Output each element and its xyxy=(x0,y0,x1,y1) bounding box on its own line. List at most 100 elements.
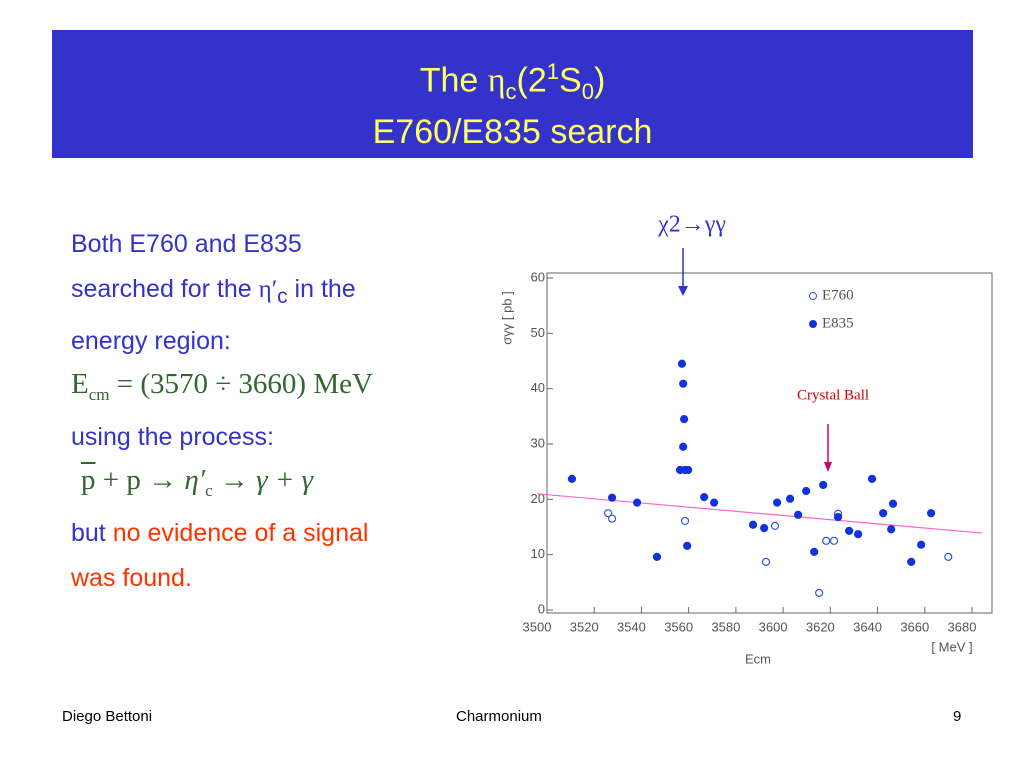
data-point xyxy=(815,588,824,597)
data-point xyxy=(748,520,758,529)
data-point xyxy=(761,557,771,566)
formula-part: + p → xyxy=(95,463,185,496)
data-point xyxy=(917,540,926,549)
sub: c xyxy=(277,285,288,308)
data-point xyxy=(773,498,782,507)
footer-topic: Charmonium xyxy=(456,708,542,725)
legend-marker xyxy=(809,292,817,300)
data-point xyxy=(854,530,863,539)
data-point xyxy=(679,415,689,424)
data-point xyxy=(679,379,688,388)
data-point xyxy=(845,526,854,535)
x-tick-label: 3600 xyxy=(759,619,788,634)
title-bar: The ηc(21S0) E760/E835 search xyxy=(52,30,973,158)
data-point xyxy=(867,474,877,483)
text-line: searched for the η′c in the xyxy=(71,267,373,319)
data-point xyxy=(680,516,690,526)
data-point xyxy=(907,557,916,566)
footer-author: Diego Bettoni xyxy=(62,708,153,725)
formula-part: = (3570 ÷ 3660) MeV xyxy=(109,368,373,400)
data-point xyxy=(926,509,936,518)
y-tick-label: 10 xyxy=(531,546,545,561)
data-point xyxy=(802,486,811,496)
text-line: Both E760 and E835 xyxy=(71,230,302,258)
data-point xyxy=(607,514,617,523)
footer-page: 9 xyxy=(953,708,962,725)
data-point xyxy=(607,493,617,502)
title-symbol: η xyxy=(487,62,506,100)
title-sup: 1 xyxy=(546,59,560,84)
data-point xyxy=(652,552,662,561)
formula-part: p xyxy=(81,463,96,496)
data-point xyxy=(944,552,953,561)
data-point xyxy=(677,359,687,368)
data-point xyxy=(794,510,803,519)
text-line: using the process: xyxy=(71,422,274,451)
legend-marker xyxy=(809,320,817,328)
data-point xyxy=(633,498,642,507)
title-line: E760/E835 search xyxy=(372,113,653,152)
data-point xyxy=(679,442,688,451)
data-point xyxy=(760,524,769,533)
formula-part: → γ + γ xyxy=(212,463,314,496)
title-text: ) xyxy=(593,61,606,100)
data-point xyxy=(684,465,693,475)
y-tick-label: 20 xyxy=(531,491,545,506)
formula-sub: cm xyxy=(88,384,110,404)
y-tick-label: 30 xyxy=(531,435,545,450)
text: in the xyxy=(287,275,356,303)
fit-line xyxy=(536,493,983,534)
y-axis-label: σγγ [ pb ] xyxy=(499,291,514,345)
data-point xyxy=(829,536,839,545)
data-point xyxy=(786,494,795,503)
title-text: (2 xyxy=(516,61,547,100)
plot-frame xyxy=(546,272,993,614)
x-tick-label: 3660 xyxy=(900,619,929,634)
text-line: but no evidence of a signal xyxy=(71,511,373,556)
formula: p + p → η′c → γ + γ xyxy=(71,460,373,511)
title-text: S xyxy=(559,61,582,100)
data-point xyxy=(567,474,577,483)
data-point xyxy=(887,525,896,534)
data-point xyxy=(822,536,831,545)
annotation: χ2→γγ xyxy=(657,212,726,238)
formula-part: E xyxy=(71,368,89,400)
legend-label: E760 xyxy=(822,287,854,303)
text: but xyxy=(71,518,113,547)
data-point xyxy=(709,498,719,507)
data-point xyxy=(888,499,898,508)
title-sub: c xyxy=(505,79,517,105)
x-tick-label: 3520 xyxy=(570,619,599,634)
y-tick-label: 50 xyxy=(531,325,545,340)
y-tick-label: 60 xyxy=(531,269,545,284)
data-point xyxy=(683,541,692,550)
data-point xyxy=(810,547,819,557)
y-tick-label: 0 xyxy=(538,601,545,616)
data-point xyxy=(819,480,828,490)
text-highlight: no evidence of a signal xyxy=(112,518,369,547)
x-tick-label: 3500 xyxy=(523,619,552,634)
symbol: η′ xyxy=(258,276,278,303)
title-line: The ηc(21S0) xyxy=(52,52,973,112)
formula: Ecm = (3570 ÷ 3660) MeV xyxy=(71,364,373,415)
data-point xyxy=(833,512,843,522)
annotation: Crystal Ball xyxy=(797,387,869,403)
legend-label: E835 xyxy=(822,315,854,331)
arrow-head xyxy=(678,286,688,296)
x-axis-label: Ecm xyxy=(745,651,771,666)
data-point xyxy=(770,521,780,530)
formula-part: η′ xyxy=(184,463,206,496)
text-line: was found. xyxy=(71,563,192,592)
body-text: Both E760 and E835 searched for the η′c … xyxy=(71,222,373,601)
arrow-head xyxy=(824,462,832,472)
x-tick-label: 3580 xyxy=(711,619,740,634)
text: searched for the xyxy=(71,275,259,303)
title-text: The xyxy=(419,61,488,100)
data-point xyxy=(700,493,709,502)
data-point xyxy=(603,509,613,518)
title-sub: 0 xyxy=(581,79,594,105)
x-tick-label: 3640 xyxy=(853,619,882,634)
x-tick-label: 3560 xyxy=(664,619,693,634)
